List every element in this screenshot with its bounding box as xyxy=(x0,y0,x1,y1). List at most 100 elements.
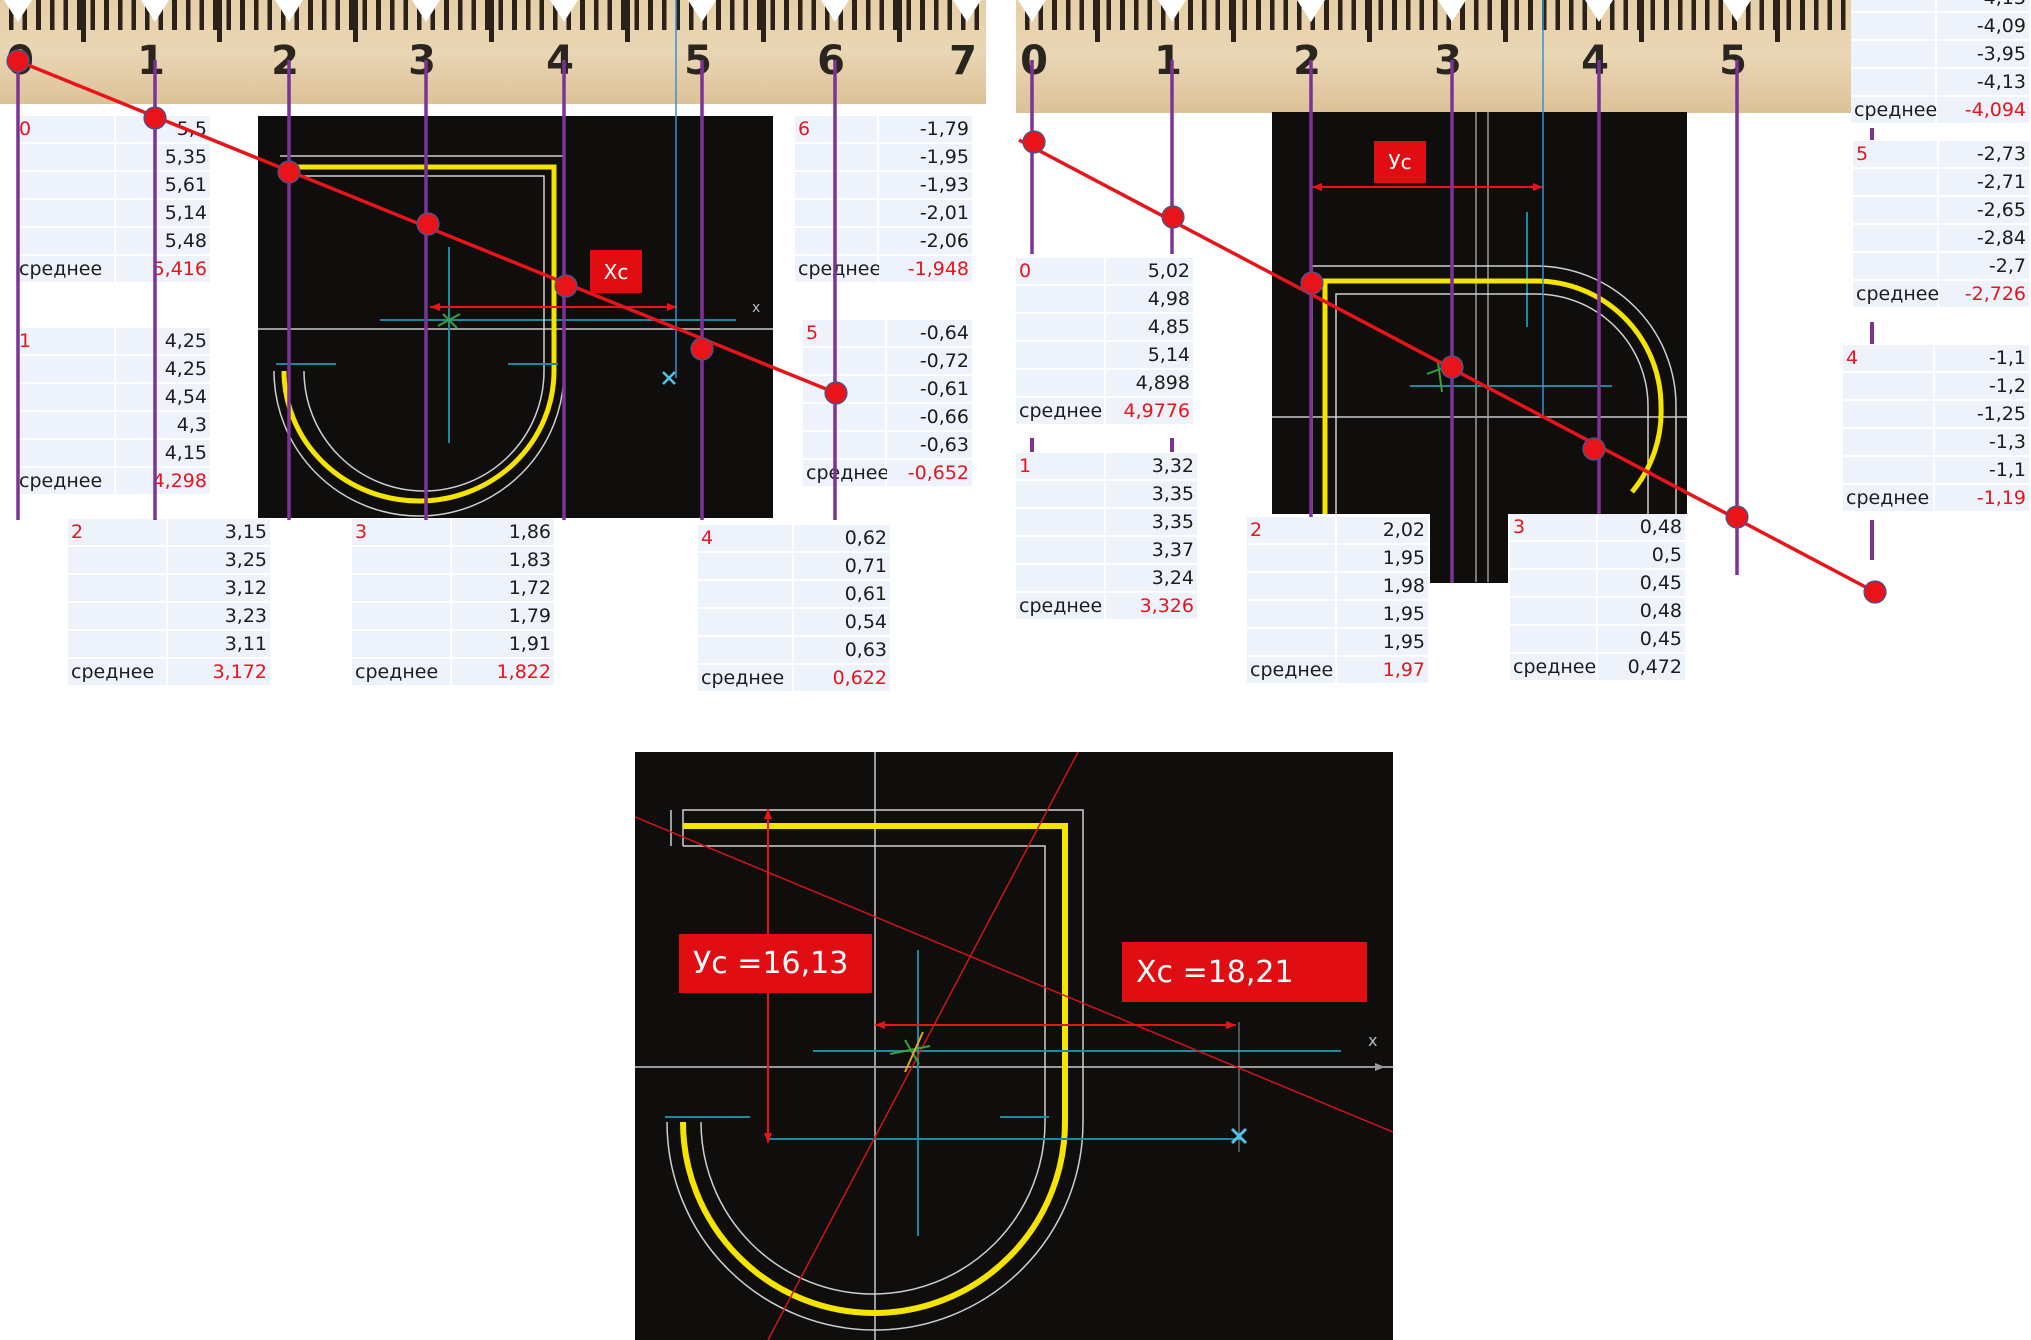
empty-cell xyxy=(1851,69,1937,97)
mean-label: среднее xyxy=(1247,657,1337,685)
measurement-table-5: 5 -0,64 -0,72 -0,61 -0,66 -0,63 среднее -0,652 xyxy=(803,320,974,488)
ruler-label: 3 xyxy=(1434,38,1462,84)
table-value: -0,61 xyxy=(887,376,974,404)
measurement-table-2: 2 3,15 3,25 3,12 3,23 3,11 среднее 3,172 xyxy=(68,519,272,687)
empty-cell xyxy=(1853,253,1939,281)
data-point xyxy=(1022,130,1046,154)
empty-cell xyxy=(68,575,168,603)
profile-j-shape xyxy=(1322,278,1664,514)
empty-cell xyxy=(16,172,116,200)
empty-cell xyxy=(68,547,168,575)
empty-cell xyxy=(1843,457,1935,485)
empty-cell xyxy=(16,200,116,228)
profile-j-shape xyxy=(680,823,1068,1316)
table-value: 0,5 xyxy=(1598,542,1687,570)
table-value: 1,95 xyxy=(1337,629,1430,657)
table-value: 1,95 xyxy=(1337,601,1430,629)
empty-cell xyxy=(352,631,452,659)
mean-value: 1,97 xyxy=(1337,657,1430,685)
table-value: -1,2 xyxy=(1935,373,2031,401)
table-value: 5,14 xyxy=(116,200,212,228)
empty-cell xyxy=(1016,314,1106,342)
empty-cell xyxy=(795,200,879,228)
ruler-label: 5 xyxy=(1719,38,1747,84)
right-ruler: 0 1 2 3 4 5 xyxy=(1016,0,1851,113)
empty-cell xyxy=(68,631,168,659)
table-value: -4,09 xyxy=(1937,13,2031,41)
table-value: 3,32 xyxy=(1106,453,1199,481)
table-value: 3,37 xyxy=(1106,537,1199,565)
ruler-label: 2 xyxy=(271,38,299,84)
empty-cell xyxy=(1510,570,1598,598)
table-value: 5,48 xyxy=(116,228,212,256)
table-value: 3,11 xyxy=(168,631,272,659)
left-cad-drawing: x xyxy=(258,116,773,518)
profile-outline-inner xyxy=(298,175,545,492)
empty-cell xyxy=(1853,169,1939,197)
mean-label: среднее xyxy=(68,659,168,687)
table-value: 1,91 xyxy=(452,631,556,659)
empty-cell xyxy=(16,144,116,172)
profile-outline-inner xyxy=(683,845,1046,1295)
empty-cell xyxy=(698,553,794,581)
mean-label: среднее xyxy=(803,460,889,488)
mean-value: 4,9776 xyxy=(1106,398,1195,426)
table-value: 1,95 xyxy=(1337,545,1430,573)
table-value: 3,35 xyxy=(1106,481,1199,509)
empty-cell xyxy=(352,547,452,575)
table-value: 5,61 xyxy=(116,172,212,200)
bottom-cad-drawing: x Ус =16,13 Хс =18,21 xyxy=(635,752,1393,1340)
table-value: -1,25 xyxy=(1935,401,2031,429)
table-value: -0,63 xyxy=(887,432,974,460)
table-value: -4,13 xyxy=(1937,0,2031,13)
table-value: -2,71 xyxy=(1939,169,2031,197)
ruler-label: 1 xyxy=(1154,38,1182,84)
empty-cell xyxy=(68,603,168,631)
empty-cell xyxy=(1016,286,1106,314)
table-value: -1,1 xyxy=(1935,457,2031,485)
empty-cell xyxy=(1843,429,1935,457)
cross-marker-icon xyxy=(1230,1127,1248,1145)
profile-j-shape xyxy=(281,164,557,504)
table-value: 0,54 xyxy=(794,609,892,637)
mean-value: 0,622 xyxy=(794,665,892,693)
axis-x-label: x xyxy=(1368,1031,1377,1050)
ruler-label: 3 xyxy=(408,38,436,84)
mean-value: 3,326 xyxy=(1106,593,1199,621)
empty-cell xyxy=(16,356,116,384)
table-value: -1,1 xyxy=(1935,345,2031,373)
table-value: 4,54 xyxy=(116,384,212,412)
measurement-table-3: 3 0,48 0,5 0,45 0,48 0,45 среднее 0,472 xyxy=(1510,514,1687,682)
mean-label: среднее xyxy=(1016,593,1106,621)
empty-cell xyxy=(1016,481,1106,509)
table-value: 0,71 xyxy=(794,553,892,581)
table-value: 0,61 xyxy=(794,581,892,609)
ruler-label: 2 xyxy=(1293,38,1321,84)
mean-label: среднее xyxy=(698,665,794,693)
table-value: -4,13 xyxy=(1937,69,2031,97)
table-value: 4,15 xyxy=(116,440,212,468)
mean-value: -2,726 xyxy=(1939,281,2031,309)
measurement-table-1: 1 4,25 4,25 4,54 4,3 4,15 среднее 4,298 xyxy=(16,328,212,496)
table-index: 5 xyxy=(803,320,887,348)
left-ruler: 0 1 2 3 4 5 6 7 xyxy=(0,0,986,104)
empty-cell xyxy=(1510,626,1598,654)
empty-cell xyxy=(803,432,887,460)
table-value: 5,5 xyxy=(116,116,212,144)
mean-label: среднее xyxy=(1510,654,1598,682)
cross-marker-icon xyxy=(662,371,676,385)
mean-label: среднее xyxy=(1851,97,1937,125)
table-index: 0 xyxy=(1016,258,1106,286)
ruler-label: 6 xyxy=(817,38,845,84)
table-index: 5 xyxy=(1853,141,1939,169)
table-value: 0,48 xyxy=(1598,598,1687,626)
empty-cell xyxy=(1247,573,1337,601)
table-index: 0 xyxy=(16,116,116,144)
mean-label: среднее xyxy=(1853,281,1939,309)
empty-cell xyxy=(795,144,879,172)
empty-cell xyxy=(698,581,794,609)
table-value: -0,66 xyxy=(887,404,974,432)
table-value: 4,98 xyxy=(1106,286,1195,314)
mean-label: среднее xyxy=(795,256,881,284)
